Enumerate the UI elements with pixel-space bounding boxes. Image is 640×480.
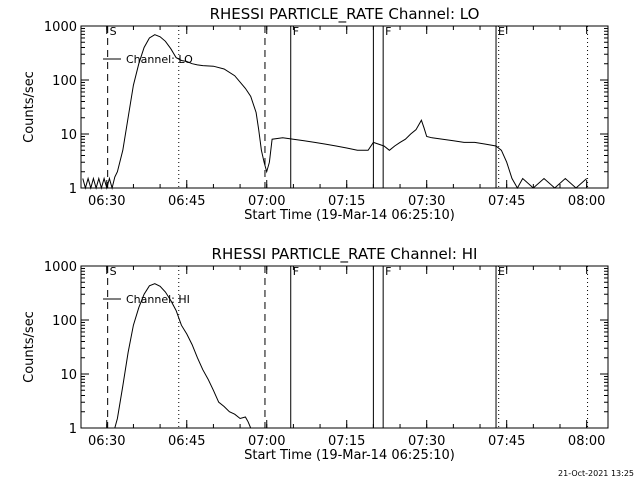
series-line xyxy=(114,283,252,429)
x-tick-label: 07:45 xyxy=(488,194,525,209)
y-tick-label: 1 xyxy=(69,182,77,197)
marker-label: E xyxy=(498,265,505,278)
x-tick-label: 06:45 xyxy=(168,194,205,209)
y-tick-label: 100 xyxy=(52,314,77,329)
legend-label: Channel: LO xyxy=(126,53,193,66)
x-tick-label: 07:00 xyxy=(248,434,285,449)
y-tick-label: 1000 xyxy=(44,20,77,35)
marker-label: F xyxy=(385,265,391,278)
y-axis-label: Counts/sec xyxy=(22,71,37,143)
x-tick-label: 07:30 xyxy=(408,434,445,449)
x-tick-label: 07:15 xyxy=(328,434,365,449)
marker-label: F xyxy=(385,25,391,38)
x-tick-label: 07:45 xyxy=(488,434,525,449)
x-axis-label: Start Time (19-Mar-14 06:25:10) xyxy=(244,208,455,223)
x-tick-label: 08:00 xyxy=(568,194,605,209)
chart-title: RHESSI PARTICLE_RATE Channel: LO xyxy=(210,5,480,24)
marker-label: F xyxy=(293,265,299,278)
x-tick-label: 07:30 xyxy=(408,194,445,209)
x-axis-label: Start Time (19-Mar-14 06:25:10) xyxy=(244,448,455,463)
x-tick-label: 07:00 xyxy=(248,194,285,209)
marker-label: F xyxy=(293,25,299,38)
plot-frame xyxy=(80,265,609,429)
legend-label: Channel: HI xyxy=(126,293,190,306)
panel-hi: RHESSI PARTICLE_RATE Channel: HI S F F E 1 10 1… xyxy=(22,245,609,463)
y-axis-label: Counts/sec xyxy=(22,311,37,383)
series-line xyxy=(82,34,588,190)
y-tick-label: 1000 xyxy=(44,260,77,275)
panel-lo: RHESSI PARTICLE_RATE Channel: LO S F F E 1 10 1… xyxy=(22,5,609,223)
marker-label: E xyxy=(498,25,505,38)
x-tick-label: 07:15 xyxy=(328,194,365,209)
chart-title: RHESSI PARTICLE_RATE Channel: HI xyxy=(212,245,478,264)
y-tick-label: 10 xyxy=(60,128,77,143)
plot-frame xyxy=(80,25,609,189)
x-tick-label: 06:30 xyxy=(88,434,125,449)
timestamp-label: 21-Oct-2021 13:25 xyxy=(558,469,634,478)
marker-label: S xyxy=(110,25,117,38)
marker-label: S xyxy=(110,265,117,278)
x-tick-label: 06:45 xyxy=(168,434,205,449)
x-tick-label: 08:00 xyxy=(568,434,605,449)
y-tick-label: 10 xyxy=(60,368,77,383)
y-tick-label: 100 xyxy=(52,74,77,89)
y-tick-label: 1 xyxy=(69,422,77,437)
x-tick-label: 06:30 xyxy=(88,194,125,209)
